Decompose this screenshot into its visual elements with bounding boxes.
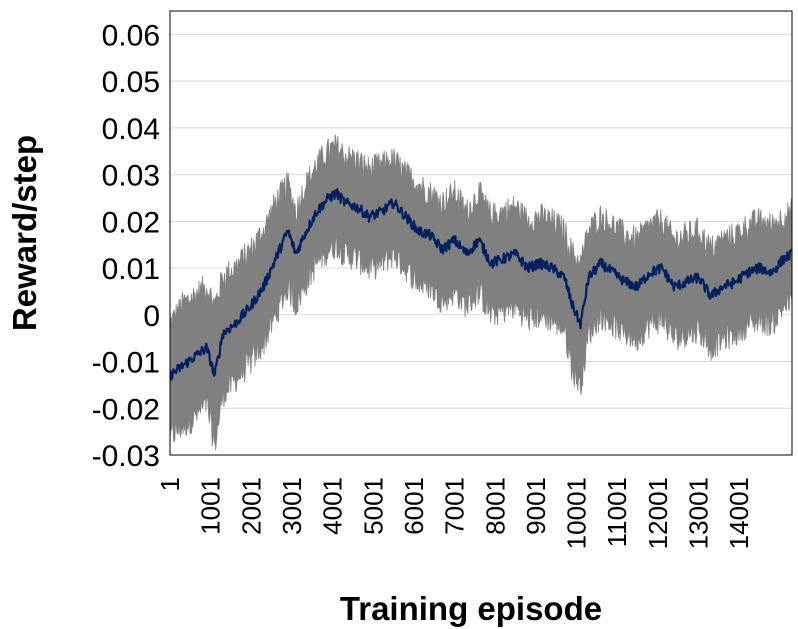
x-tick-label: 7001	[440, 477, 470, 535]
x-tick-label: 9001	[521, 477, 551, 535]
y-tick-label: 0.01	[102, 253, 160, 286]
y-tick-label: -0.01	[92, 347, 160, 380]
x-tick-label: 14001	[724, 477, 754, 549]
plot-frame	[169, 10, 793, 456]
y-tick-label: -0.03	[92, 440, 160, 473]
x-tick-label: 1	[155, 477, 185, 491]
variance-band	[169, 134, 793, 451]
x-tick-labels: 1 1001 2001 3001 4001 5001 6001 7001 8001 9001 100…	[155, 477, 754, 549]
y-tick-label: 0.06	[102, 19, 160, 52]
y-tick-label: -0.02	[92, 393, 160, 426]
mean-reward-line	[169, 188, 793, 381]
x-axis-title: Training episode	[340, 590, 602, 627]
x-tick-label: 13001	[684, 477, 714, 549]
y-tick-label: 0.03	[102, 160, 160, 193]
x-tick-label: 11001	[602, 477, 632, 547]
x-tick-label: 6001	[399, 477, 429, 535]
y-tick-label: 0.04	[102, 113, 160, 146]
series-layer	[169, 134, 793, 451]
y-tick-label: 0.05	[102, 66, 160, 99]
y-tick-labels: 0.06 0.05 0.04 0.03 0.02 0.01 0 -0.01 -0.02 -0.03	[92, 19, 160, 473]
x-tick-label: 4001	[318, 477, 348, 535]
x-tick-label: 3001	[277, 477, 307, 535]
y-tick-label: 0.02	[102, 206, 160, 239]
x-tick-label: 1001	[196, 477, 226, 535]
y-axis-title: Reward/step	[6, 135, 43, 331]
x-tick-label: 8001	[480, 477, 510, 535]
y-tick-label: 0	[143, 300, 160, 333]
x-tick-label: 5001	[358, 477, 388, 535]
x-tick-label: 12001	[643, 477, 673, 549]
x-tick-label: 10001	[562, 477, 592, 549]
x-tick-label: 2001	[236, 477, 266, 535]
